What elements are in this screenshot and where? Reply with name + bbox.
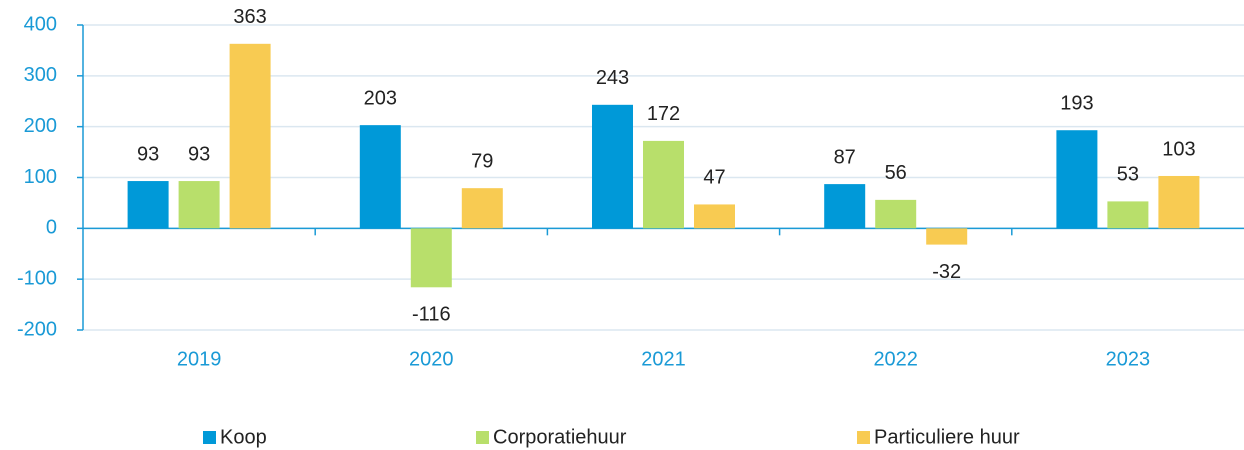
- y-tick-label: -200: [17, 318, 57, 340]
- data-label: 172: [647, 103, 680, 125]
- x-tick-label: 2021: [641, 348, 686, 370]
- bar: [592, 104, 633, 229]
- bar: [694, 204, 735, 229]
- y-tick-label: 300: [24, 64, 57, 86]
- y-tick-label: 0: [46, 217, 57, 239]
- data-label: 56: [885, 162, 907, 184]
- x-tick-label: 2023: [1106, 348, 1151, 370]
- data-label: 87: [834, 146, 856, 168]
- data-label: 93: [188, 143, 210, 165]
- data-label: 193: [1060, 93, 1093, 115]
- x-tick-label: 2019: [177, 348, 222, 370]
- bar: [926, 228, 968, 245]
- x-tick-label: 2022: [873, 348, 918, 370]
- legend-swatch: [476, 431, 489, 444]
- bar: [410, 228, 452, 288]
- data-label: 79: [471, 150, 493, 172]
- bar: [359, 125, 401, 229]
- x-tick-label: 2020: [409, 348, 454, 370]
- y-tick-label: 200: [24, 115, 57, 137]
- bar: [1056, 130, 1098, 229]
- bar: [127, 181, 169, 229]
- data-label: 363: [233, 6, 266, 28]
- data-label: 47: [703, 167, 725, 189]
- bar: [1107, 201, 1149, 229]
- bar: [643, 140, 684, 229]
- y-tick-label: 100: [24, 166, 57, 188]
- data-label: -32: [932, 261, 961, 283]
- bar: [178, 181, 220, 229]
- bar: [875, 199, 917, 229]
- legend-label: Koop: [220, 426, 267, 448]
- data-label: 243: [596, 67, 629, 89]
- bar: [229, 43, 271, 229]
- data-label: -116: [412, 304, 451, 326]
- bar: [461, 188, 503, 229]
- y-tick-label: -100: [17, 267, 57, 289]
- data-label: 203: [364, 87, 397, 109]
- data-label: 103: [1162, 138, 1195, 160]
- data-label: 93: [137, 143, 159, 165]
- bar: [1158, 175, 1200, 229]
- legend-swatch: [203, 431, 216, 444]
- data-label: 53: [1117, 164, 1139, 186]
- legend-label: Corporatiehuur: [493, 426, 627, 448]
- legend-swatch: [857, 431, 870, 444]
- y-tick-label: 400: [24, 13, 57, 35]
- bar: [824, 184, 866, 229]
- legend-label: Particuliere huur: [874, 426, 1020, 448]
